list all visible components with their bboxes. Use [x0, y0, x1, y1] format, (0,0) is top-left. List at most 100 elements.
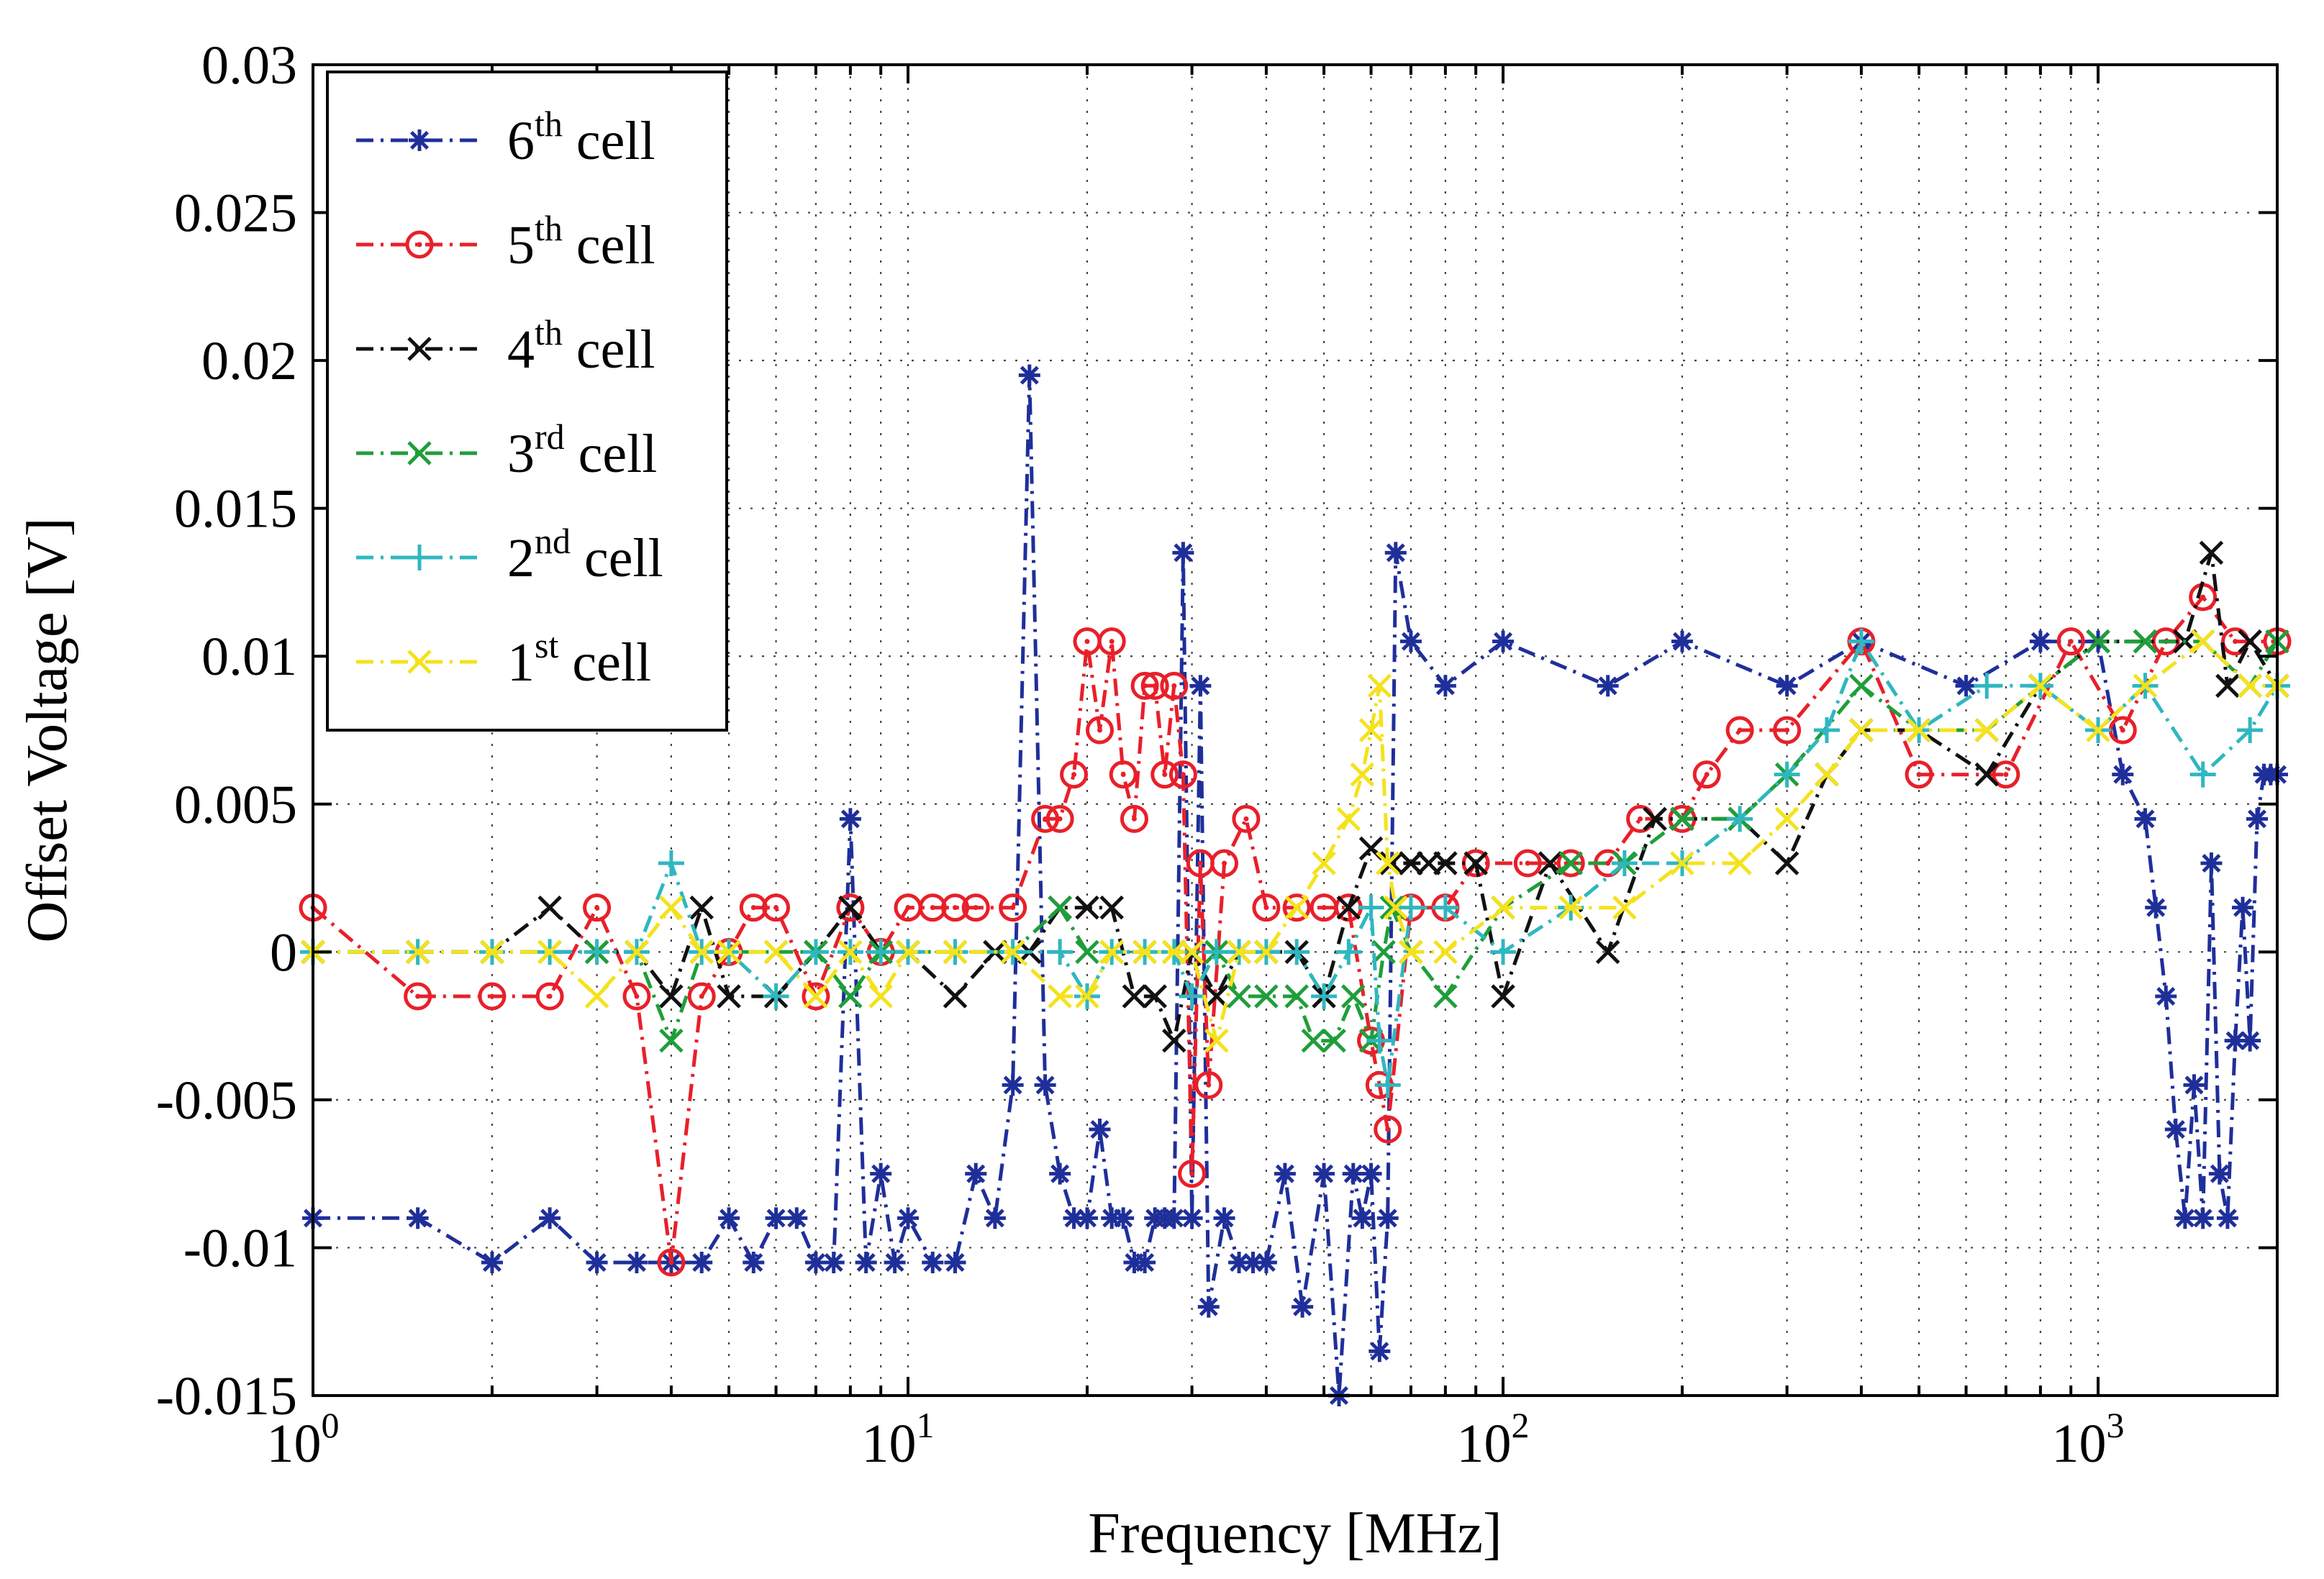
point-stroke	[1558, 895, 1584, 920]
data-point	[2155, 986, 2177, 1007]
point-stroke	[1379, 851, 1404, 875]
data-point	[2029, 630, 2051, 652]
point-stroke	[1358, 836, 1384, 861]
point-stroke	[2247, 809, 2267, 829]
point-circle	[1031, 804, 1060, 833]
data-point	[802, 939, 829, 965]
data-point	[1692, 760, 1721, 789]
data-point	[1160, 671, 1189, 700]
data-point	[2208, 1162, 2230, 1185]
legend-label: 3rd cell	[507, 417, 657, 484]
y-tick-label: -0.01	[183, 1218, 297, 1278]
point-dot	[417, 242, 422, 247]
point-circle	[622, 982, 651, 1011]
point-stroke	[1135, 1252, 1155, 1273]
point-circle	[1905, 760, 1933, 789]
data-point	[1227, 984, 1251, 1009]
point-stroke	[838, 984, 863, 1009]
point-stroke	[1179, 939, 1204, 965]
point-stroke	[1099, 895, 1124, 920]
point-circle	[1140, 671, 1169, 700]
point-circle	[1232, 804, 1261, 833]
point-stroke	[1227, 939, 1251, 965]
data-point	[1172, 542, 1194, 564]
data-point	[1341, 984, 1366, 1009]
point-stroke	[689, 939, 714, 965]
data-point	[1227, 939, 1251, 965]
data-point	[2086, 629, 2110, 654]
data-point	[1076, 1207, 1098, 1229]
data-point	[2145, 896, 2167, 919]
data-point	[763, 983, 789, 1009]
data-point	[2224, 1029, 2246, 1052]
point-stroke	[2146, 898, 2166, 917]
data-point	[804, 984, 828, 1009]
point-circle	[961, 893, 990, 922]
data-point	[1671, 630, 1693, 652]
point-stroke	[840, 809, 860, 829]
point-dot	[1162, 772, 1168, 778]
point-stroke	[1050, 1164, 1070, 1183]
point-dot	[1638, 816, 1643, 822]
data-point	[1492, 630, 1515, 652]
x-tick-label: 101	[862, 1405, 935, 1474]
grid-lines	[313, 65, 2277, 1396]
point-stroke	[2215, 673, 2240, 699]
data-point	[2200, 852, 2223, 874]
data-point	[1109, 760, 1138, 789]
data-point	[2246, 808, 2268, 830]
point-stroke	[1284, 984, 1309, 1009]
data-point	[1336, 895, 1361, 920]
point-stroke	[1003, 1075, 1022, 1095]
data-point	[2056, 627, 2085, 656]
point-stroke	[1670, 851, 1694, 875]
point-dot	[594, 905, 600, 911]
data-point	[1974, 673, 2000, 699]
data-point	[1491, 984, 1515, 1009]
point-dot	[634, 993, 640, 999]
data-point	[1490, 939, 1517, 965]
data-point	[622, 982, 651, 1011]
point-dot	[489, 993, 495, 999]
data-point	[1210, 849, 1239, 878]
point-circle	[404, 982, 432, 1011]
data-point	[586, 1252, 608, 1273]
data-point	[1133, 939, 1157, 965]
data-point	[1075, 984, 1099, 1009]
data-point	[1336, 806, 1361, 832]
point-stroke	[1538, 851, 1563, 875]
point-dot	[750, 905, 756, 911]
point-circle	[1556, 849, 1585, 878]
data-point	[1002, 1074, 1024, 1096]
point-stroke	[1020, 365, 1039, 385]
data-point	[1075, 939, 1099, 965]
data-point	[1075, 895, 1099, 920]
data-point	[407, 337, 432, 361]
y-tick-label: -0.015	[156, 1366, 297, 1426]
point-stroke	[1777, 676, 1797, 696]
point-stroke	[838, 939, 863, 965]
y-axis-tick-labels: 0.03 0.025 0.02 0.015 0.01 0.005 0 -0.005 -0.01 -…	[156, 35, 297, 1426]
data-point	[1274, 1162, 1296, 1185]
point-stroke	[744, 1252, 763, 1273]
point-circle	[1168, 760, 1197, 789]
data-point	[1312, 851, 1336, 875]
point-stroke	[1301, 1028, 1326, 1053]
point-dot	[1097, 727, 1102, 733]
point-circle	[802, 982, 830, 1011]
point-stroke	[1435, 676, 1455, 696]
data-point	[1433, 851, 1458, 875]
point-stroke	[1293, 1297, 1312, 1316]
point-stroke	[2241, 1031, 2260, 1050]
data-point	[1034, 1074, 1056, 1096]
data-point	[1311, 983, 1338, 1009]
data-point	[1643, 806, 1667, 832]
point-stroke	[2193, 1209, 2212, 1228]
data-point	[1150, 760, 1179, 789]
point-dot	[1131, 816, 1137, 822]
point-dot	[2003, 772, 2009, 778]
data-point	[1168, 760, 1197, 789]
legend-box	[326, 70, 728, 732]
point-stroke	[1174, 543, 1193, 563]
data-point	[943, 984, 968, 1009]
